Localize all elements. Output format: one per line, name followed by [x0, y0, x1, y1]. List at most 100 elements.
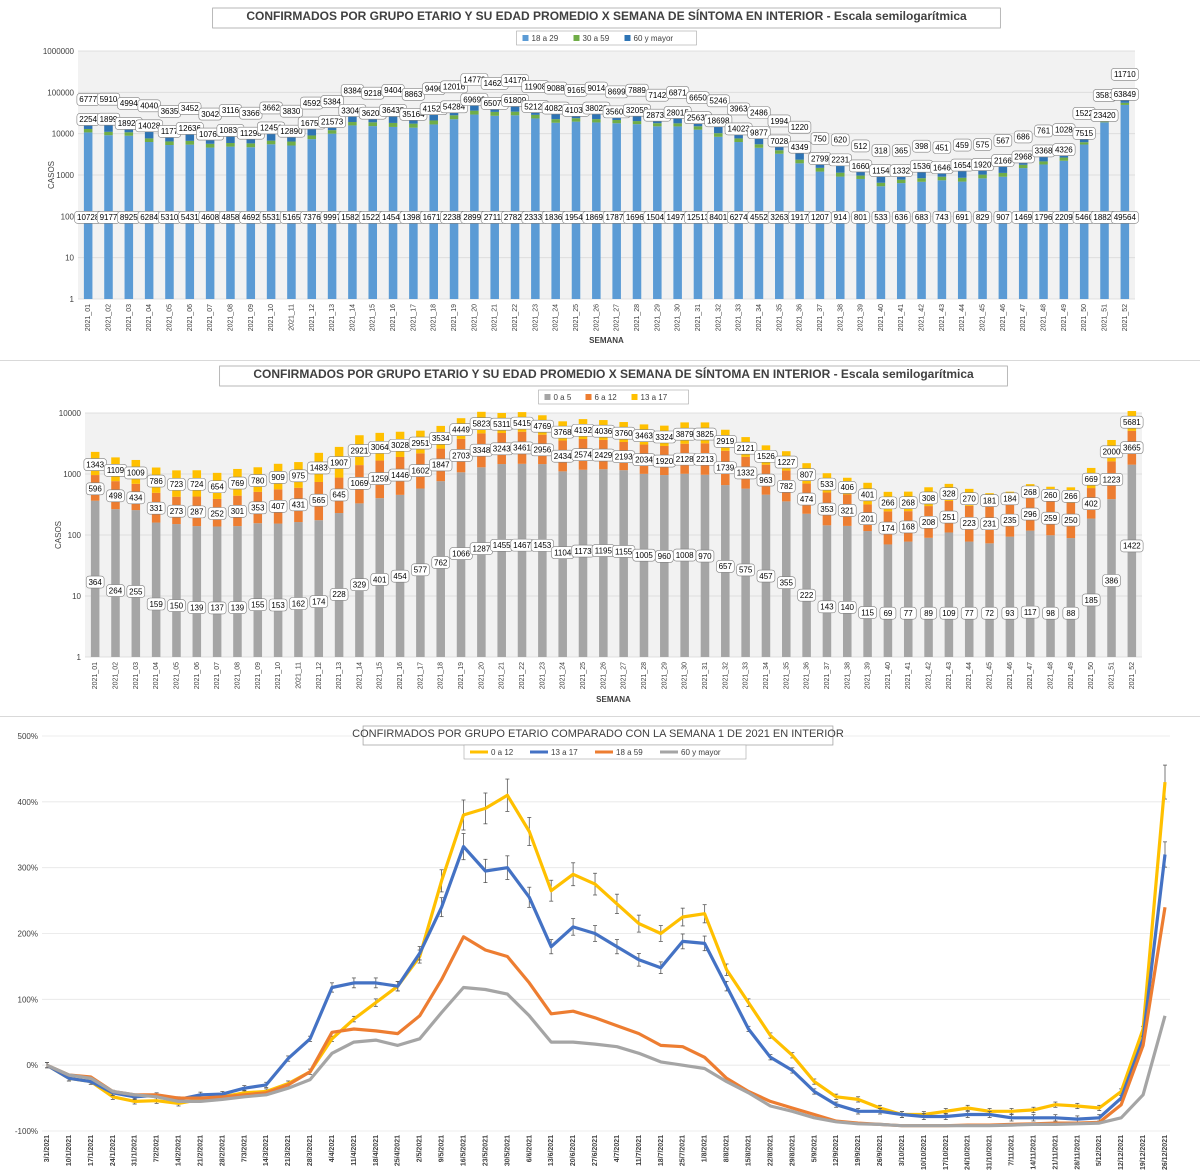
data-label-high-30: 6650: [689, 94, 707, 103]
data-label-0a5-10: 162: [292, 599, 306, 608]
data-label-6a12-44-box: [980, 517, 999, 531]
data-label-high-1: 5910: [100, 95, 118, 104]
data-label-0a5-16: 577: [414, 566, 428, 575]
y-axis-label: CASOS: [47, 161, 56, 189]
bar-60-y-mayor-2021_44: [957, 170, 967, 178]
data-label-high-17: 9496: [425, 85, 443, 94]
x-tick-label: 2021_10: [275, 662, 282, 689]
data-label-0a5-10-box: [289, 597, 308, 610]
bar-18-a-29-2021_41: [896, 183, 906, 299]
x-tick-label: 2021_42: [926, 662, 933, 689]
data-label-0a5-3-group: 159: [146, 597, 166, 611]
bar-18-a-29-2021_20: [470, 114, 479, 299]
data-label-0a5-22: 1453: [533, 541, 551, 550]
data-label-0a5-9: 153: [271, 601, 285, 610]
data-label-low-40-group: 636: [891, 211, 911, 224]
x-tick-label: 17/1/2021: [88, 1135, 95, 1166]
data-label-13a17-34: 1227: [777, 458, 795, 467]
data-label-mid-45: 2166: [994, 156, 1012, 165]
data-label-0a5-10-group: 162: [289, 597, 308, 610]
data-label-high-33: 2486: [750, 108, 768, 117]
data-label-6a12-15-group: 1446: [388, 468, 412, 482]
data-label-high-23: 9088: [547, 84, 565, 93]
data-label-0a5-28: 960: [658, 552, 672, 561]
data-label-13a17-30-box: [693, 427, 717, 441]
data-label-6a12-8-box: [248, 501, 268, 515]
chart-3-svg: -100% 0% 100% 200% 300% 400% 500% CONFIRMADOS P…: [15, 725, 1170, 1170]
data-label-low-26: 17871: [606, 213, 629, 222]
data-label-high-26: 8699: [608, 88, 626, 97]
data-label-low-45: 907: [996, 213, 1010, 222]
legend-swatch-1: [585, 394, 592, 400]
x-tick-label: 2021_28: [634, 304, 641, 331]
data-label-0a5-28-group: 960: [655, 550, 674, 563]
data-label-13a17-5-box: [187, 477, 207, 491]
bar-0-a-5-2021_36: [802, 513, 811, 657]
data-label-6a12-30-box: [693, 452, 717, 466]
data-label-13a17-46-group: 268: [1020, 485, 1040, 499]
data-label-13a17-5-group: 724: [187, 477, 207, 491]
legend-label-1: 30 a 59: [583, 34, 610, 43]
x-tick-label: 2021_20: [478, 662, 485, 689]
data-label-mid-11: 16752: [301, 119, 324, 128]
legend-frame: [538, 389, 689, 405]
data-label-high-35-box: [788, 120, 812, 134]
data-label-0a5-44-group: 72: [981, 606, 998, 620]
data-label-mid-13: 33045: [341, 106, 364, 115]
data-label-6a12-36: 353: [820, 505, 834, 514]
data-label-0a5-30: 970: [698, 552, 712, 561]
x-tick-label: 20/6/2021: [570, 1135, 577, 1166]
bar-18-a-29-2021_23: [531, 118, 540, 299]
x-tick-label: 2021_44: [966, 662, 973, 689]
data-label-13a17-9-group: 909: [268, 471, 288, 484]
data-label-mid-49-group: 7515: [1072, 126, 1096, 140]
data-label-0a5-49: 185: [1085, 596, 1099, 605]
bar-30-a-59-2021_19: [449, 115, 459, 120]
data-label-13a17-35: 807: [800, 470, 814, 479]
bar-30-a-59-2021_07: [205, 143, 215, 148]
x-tick-label: 2021_40: [878, 304, 885, 331]
data-label-low-31-group: 8401: [706, 211, 730, 224]
data-label-13a17-43-box: [959, 492, 979, 505]
data-label-low-51: 49564: [1114, 213, 1137, 222]
data-label-6a12-11-group: 565: [309, 493, 329, 507]
data-label-low-11-group: 7376: [300, 211, 324, 224]
x-tick-label: 2021_21: [492, 304, 499, 331]
data-label-high-13: 8384: [344, 86, 362, 95]
data-label-6a12-6-box: [207, 507, 227, 520]
bar-18-a-29-2021_52: [1120, 104, 1130, 299]
y-tick-label: 100%: [18, 995, 38, 1004]
data-label-6a12-32-box: [734, 466, 758, 480]
data-label-6a12-43-group: 223: [959, 517, 979, 530]
y-tick-label: 1000: [63, 470, 81, 479]
x-tick-label: 14/11/2021: [1030, 1135, 1037, 1170]
legend-label-3: 60 y mayor: [681, 748, 721, 757]
y-tick-label: 1000: [56, 171, 74, 180]
data-label-13a17-31: 2919: [716, 437, 734, 446]
data-label-0a5-41: 89: [924, 609, 933, 618]
data-label-0a5-17: 762: [434, 558, 448, 567]
x-tick-label: 1/8/2021: [702, 1135, 709, 1162]
data-label-0a5-36-box: [817, 600, 837, 614]
data-label-13a17-11-group: 1483: [307, 461, 331, 475]
data-label-6a12-20-group: 3243: [490, 442, 514, 456]
x-tick-label: 2021_22: [512, 304, 519, 331]
data-label-high-32-group: 3963: [727, 102, 751, 116]
data-label-6a12-43-box: [959, 517, 979, 530]
bar-30-a-59-2021_38: [835, 172, 845, 177]
bar-18-a-29-2021_39: [856, 178, 865, 299]
data-label-6a12-14-group: 1259: [368, 472, 392, 485]
y-tick-label: 500%: [18, 732, 38, 741]
data-label-6a12-20: 3243: [493, 445, 511, 454]
x-tick-label: 13/6/2021: [548, 1135, 555, 1166]
data-label-13a17-4-box: [167, 478, 186, 491]
data-label-13a17-38-group: 401: [858, 488, 877, 502]
bar-30-a-59-2021_09: [246, 143, 256, 148]
data-label-6a12-24: 2574: [574, 450, 592, 459]
data-label-0a5-7-group: 139: [228, 601, 247, 614]
bar-30-a-59-2021_44: [957, 177, 967, 182]
bar-60-y-mayor-2021_26: [592, 113, 601, 120]
bar-0-a-5-2021_46: [1005, 536, 1015, 657]
data-label-0a5-23: 1104: [554, 548, 572, 557]
data-label-high-41: 398: [915, 142, 929, 151]
